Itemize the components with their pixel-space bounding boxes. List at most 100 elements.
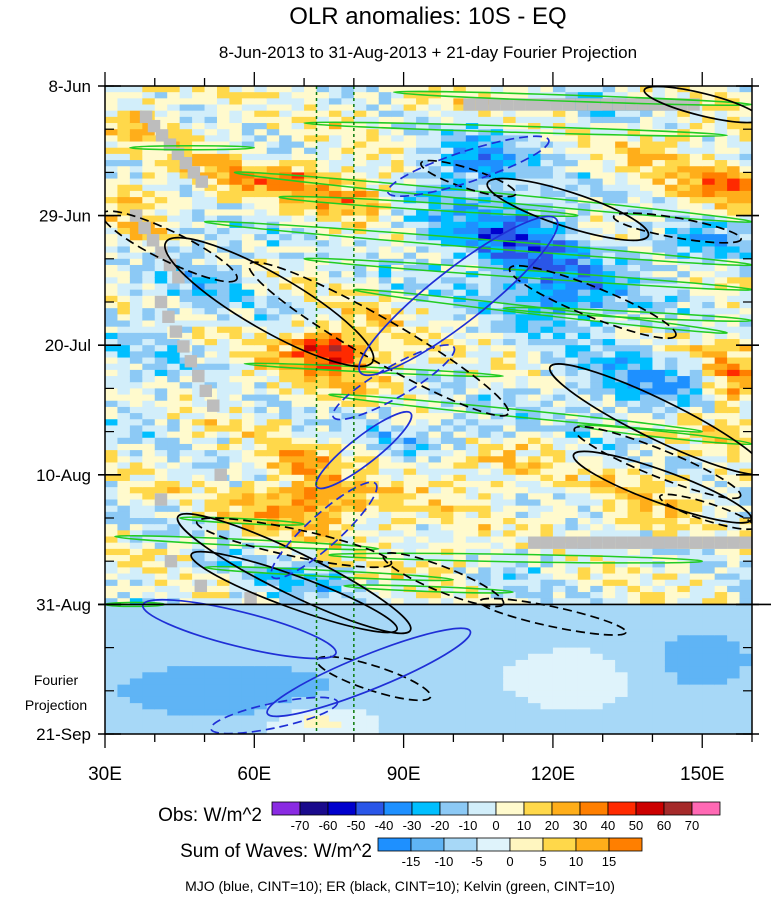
- field-cell: [142, 653, 156, 661]
- field-cell: [552, 326, 566, 334]
- field-cell: [490, 369, 504, 377]
- field-cell: [428, 561, 442, 568]
- field-cell: [565, 295, 579, 303]
- field-cell: [378, 468, 392, 476]
- field-cell: [391, 622, 405, 630]
- field-cell: [602, 505, 616, 513]
- field-cell: [254, 197, 268, 204]
- field-cell: [664, 388, 678, 396]
- field-cell: [341, 141, 355, 149]
- field-cell: [602, 215, 616, 223]
- field-cell: [341, 160, 355, 167]
- field-cell: [528, 715, 542, 723]
- field-cell: [117, 252, 131, 260]
- field-cell: [391, 659, 405, 667]
- field-cell: [353, 110, 367, 118]
- field-cell: [652, 592, 666, 599]
- field-cell: [192, 709, 206, 717]
- field-cell: [515, 277, 529, 285]
- field-cell: [316, 462, 330, 470]
- field-cell: [416, 567, 430, 575]
- field-cell: [552, 567, 566, 575]
- field-cell: [154, 110, 168, 118]
- field-cell: [577, 234, 591, 241]
- field-cell: [216, 548, 231, 556]
- field-cell: [478, 351, 492, 359]
- field-cell: [316, 431, 330, 439]
- field-cell: [291, 450, 305, 457]
- field-cell: [204, 431, 218, 439]
- field-cell: [353, 258, 367, 266]
- field-cell: [353, 240, 367, 248]
- field-cell: [316, 518, 330, 525]
- field-cell: [640, 727, 654, 734]
- field-cell: [615, 610, 629, 618]
- field-cell: [366, 468, 380, 476]
- field-cell: [440, 271, 454, 278]
- field-cell: [677, 135, 691, 143]
- field-cell: [341, 382, 355, 389]
- field-cell: [291, 666, 305, 673]
- field-cell: [453, 604, 467, 612]
- field-cell: [279, 406, 293, 414]
- field-cell: [154, 505, 168, 513]
- field-cell: [490, 721, 504, 729]
- field-cell: [241, 499, 255, 507]
- field-cell: [291, 542, 305, 550]
- field-cell: [615, 437, 629, 445]
- field-cell: [241, 678, 255, 686]
- field-cell: [677, 166, 691, 173]
- field-cell: [515, 567, 529, 575]
- field-cell: [216, 215, 231, 223]
- field-cell: [328, 536, 343, 544]
- field-cell: [416, 727, 430, 734]
- field-cell: [328, 659, 343, 667]
- field-cell: [391, 487, 405, 494]
- field-cell: [304, 190, 318, 198]
- field-cell: [216, 209, 231, 217]
- field-cell: [254, 499, 268, 507]
- field-cell: [291, 518, 305, 525]
- field-cell: [416, 129, 430, 136]
- field-cell: [652, 357, 666, 365]
- field-cell: [503, 295, 517, 303]
- field-cell: [590, 363, 604, 371]
- field-cell: [615, 604, 629, 612]
- field-cell: [453, 332, 467, 340]
- field-cell: [391, 271, 405, 278]
- field-cell: [105, 462, 119, 470]
- field-cell: [353, 394, 367, 402]
- field-cell: [490, 406, 504, 414]
- field-cell: [167, 709, 181, 717]
- field-cell: [366, 320, 380, 328]
- field-cell: [105, 499, 119, 507]
- field-cell: [142, 406, 156, 414]
- field-cell: [416, 166, 430, 173]
- field-cell: [266, 172, 280, 180]
- field-cell: [304, 227, 318, 235]
- field-cell: [129, 320, 143, 328]
- field-cell: [403, 110, 417, 118]
- field-cell: [341, 487, 355, 494]
- field-cell: [216, 295, 231, 303]
- field-cell: [565, 363, 579, 371]
- field-cell: [540, 413, 554, 420]
- field-cell: [453, 252, 467, 260]
- field-cell: [627, 511, 641, 519]
- field-cell: [291, 326, 305, 334]
- field-cell: [515, 252, 529, 260]
- field-cell: [540, 283, 554, 291]
- field-cell: [577, 166, 591, 173]
- field-cell: [453, 567, 467, 575]
- field-cell: [440, 696, 454, 704]
- field-cell: [465, 480, 479, 488]
- field-cell: [528, 696, 542, 704]
- field-cell: [403, 382, 417, 389]
- field-cell: [142, 153, 156, 161]
- field-cell: [304, 487, 318, 494]
- field-cell: [528, 289, 542, 297]
- field-cell: [154, 561, 168, 568]
- field-cell: [403, 332, 417, 340]
- field-cell: [503, 499, 517, 507]
- field-cell: [615, 548, 629, 556]
